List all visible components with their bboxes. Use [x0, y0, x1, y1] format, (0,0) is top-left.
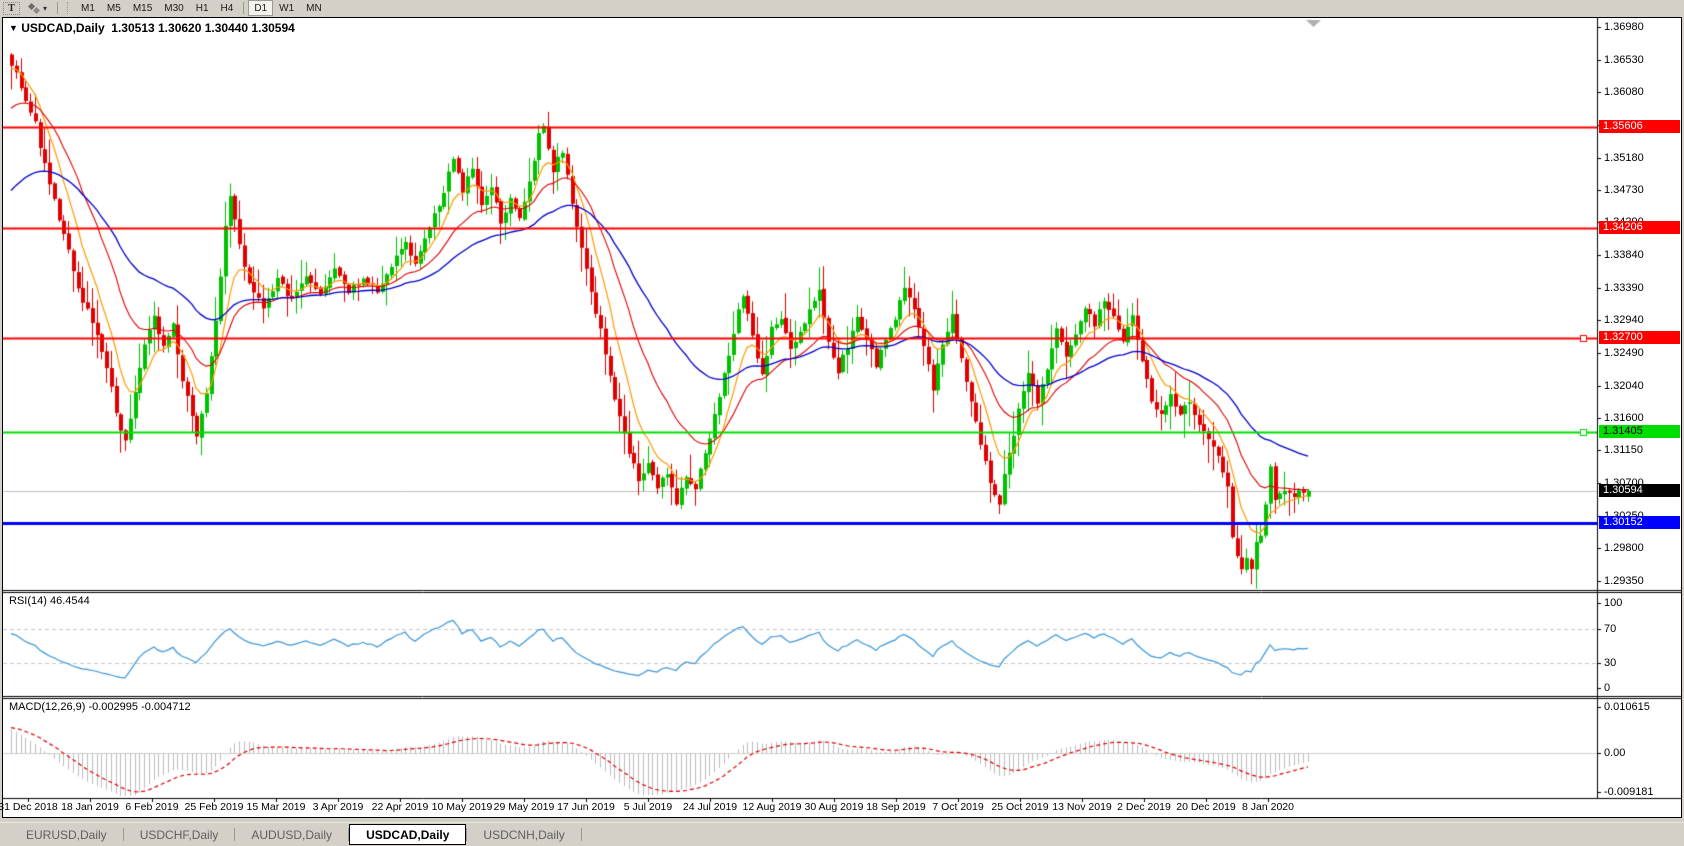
- date-axis-label: 5 Jul 2019: [623, 801, 673, 813]
- tab-separator: [348, 828, 350, 841]
- price-axis-tick-label: 1.29350: [1604, 575, 1644, 588]
- timeframe-button-m30[interactable]: M30: [164, 2, 184, 14]
- tab-eurusd[interactable]: EURUSD,Daily: [26, 827, 107, 842]
- date-axis-label: 17 Jun 2019: [557, 801, 615, 813]
- price-line-tag: 1.35606: [1599, 119, 1680, 133]
- chart-style-button[interactable]: ▾: [22, 2, 51, 15]
- date-axis-label: 25 Oct 2019: [991, 801, 1049, 813]
- chart-title: ▼ USDCAD,Daily 1.30513 1.30620 1.30440 1…: [9, 21, 295, 35]
- rsi-axis-tick-label: 0: [1604, 682, 1611, 694]
- date-axis-label: 15 Mar 2019: [246, 801, 306, 813]
- date-axis-label: 18 Sep 2019: [866, 801, 926, 813]
- text-tool-button[interactable]: T: [3, 1, 20, 15]
- symbol-tab-bar: EURUSD,Daily USDCHF,Daily AUDUSD,Daily USDC…: [0, 822, 1684, 846]
- macd-axis-tick-label: -0.009181: [1604, 786, 1654, 799]
- price-axis-tick-label: 1.36980: [1604, 21, 1644, 33]
- chart-window: ▼ USDCAD,Daily 1.30513 1.30620 1.30440 1…: [0, 17, 1682, 818]
- rsi-indicator-label: RSI(14) 46.4544: [9, 595, 90, 607]
- price-axis-tick-label: 1.36530: [1604, 53, 1644, 66]
- chart-symbol-label: USDCAD,Daily: [21, 21, 105, 35]
- chevron-down-icon[interactable]: ▾: [43, 3, 48, 13]
- price-axis-tick-label: 1.34730: [1604, 184, 1644, 197]
- price-axis-tick-label: 1.33840: [1604, 249, 1644, 262]
- cascade-icon: [27, 2, 41, 14]
- price-axis-tick-label: 1.32040: [1604, 379, 1644, 392]
- timeframe-button-mn[interactable]: MN: [306, 2, 322, 14]
- timeframe-button-m5[interactable]: M5: [106, 2, 121, 14]
- chart-ohlc-values: 1.30513 1.30620 1.30440 1.30594: [111, 21, 295, 35]
- date-axis-label: 30 Aug 2019: [804, 801, 864, 813]
- timeframe-button-h1[interactable]: H1: [195, 2, 209, 14]
- price-axis-tick-label: 1.31600: [1604, 411, 1644, 424]
- price-axis-tick-label: 1.29800: [1604, 542, 1644, 555]
- price-line-tag: 1.34206: [1599, 221, 1680, 235]
- date-axis-label: 31 Dec 2018: [0, 801, 58, 813]
- date-axis-label: 3 Apr 2019: [312, 801, 364, 813]
- date-axis-label: 12 Aug 2019: [742, 801, 802, 813]
- date-axis-label: 6 Feb 2019: [125, 801, 179, 813]
- date-axis-label: 2 Dec 2019: [1117, 801, 1171, 813]
- toolbar-separator: [243, 2, 245, 14]
- timeframe-button-m15[interactable]: M15: [132, 2, 153, 14]
- timeframe-button-h4[interactable]: H4: [220, 2, 234, 14]
- tab-separator: [234, 828, 236, 841]
- tab-usdcnh[interactable]: USDCNH,Daily: [483, 827, 565, 842]
- price-axis-tick-label: 1.31150: [1604, 444, 1643, 457]
- toolbar-grip: [67, 2, 70, 14]
- rsi-axis-tick-label: 100: [1604, 597, 1623, 609]
- price-line-tag: 1.31405: [1599, 424, 1680, 438]
- price-axis-tick-label: 1.32490: [1604, 347, 1644, 360]
- price-axis-tick-label: 1.32940: [1604, 314, 1644, 327]
- current-price-tag: 1.30594: [1599, 483, 1680, 497]
- rsi-axis-tick-label: 30: [1604, 656, 1617, 669]
- price-axis-tick-label: 1.35180: [1604, 151, 1644, 164]
- date-axis-label: 22 Apr 2019: [371, 801, 429, 813]
- macd-axis-tick-label: 0.00: [1604, 747, 1626, 759]
- tab-audusd[interactable]: AUDUSD,Daily: [251, 827, 333, 842]
- price-axis-tick-label: 1.33390: [1604, 281, 1644, 294]
- toolbar-separator: [57, 2, 59, 14]
- date-axis-label: 25 Feb 2019: [184, 801, 244, 813]
- timeframe-button-m1[interactable]: M1: [81, 2, 95, 14]
- tab-separator: [466, 828, 468, 841]
- collapse-caret-icon[interactable]: ▼: [9, 23, 18, 33]
- top-toolbar: T ▾ M1 M5 M15 M30 H1 H4 D1 W1 MN: [0, 0, 1684, 16]
- timeframe-button-d1[interactable]: D1: [248, 0, 274, 16]
- timeframe-button-w1[interactable]: W1: [279, 2, 295, 14]
- tab-usdcad[interactable]: USDCAD,Daily: [349, 824, 467, 845]
- price-line-tag: 1.32700: [1599, 330, 1680, 344]
- date-axis-label: 10 May 2019: [431, 801, 493, 813]
- rsi-axis-tick-label: 70: [1604, 622, 1617, 635]
- price-line-tag: 1.30152: [1599, 515, 1680, 529]
- date-axis-label: 7 Oct 2019: [932, 801, 984, 813]
- price-chart-canvas[interactable]: [3, 18, 1681, 817]
- date-axis-label: 8 Jan 2020: [1242, 801, 1294, 813]
- timeframe-button-group: M1 M5 M15 M30 H1 H4 D1 W1 MN: [75, 0, 328, 16]
- tab-usdchf[interactable]: USDCHF,Daily: [139, 827, 219, 842]
- macd-indicator-label: MACD(12,26,9) -0.002995 -0.004712: [9, 701, 191, 713]
- date-axis-label: 18 Jan 2019: [61, 801, 119, 813]
- date-axis-label: 24 Jul 2019: [682, 801, 738, 813]
- price-axis-tick-label: 1.36080: [1604, 86, 1644, 99]
- macd-axis-tick-label: 0.010615: [1604, 701, 1650, 714]
- tab-separator: [580, 828, 582, 841]
- date-axis-label: 13 Nov 2019: [1052, 801, 1112, 813]
- date-axis-label: 20 Dec 2019: [1176, 801, 1236, 813]
- date-axis-label: 29 May 2019: [493, 801, 555, 813]
- tab-separator: [122, 828, 124, 841]
